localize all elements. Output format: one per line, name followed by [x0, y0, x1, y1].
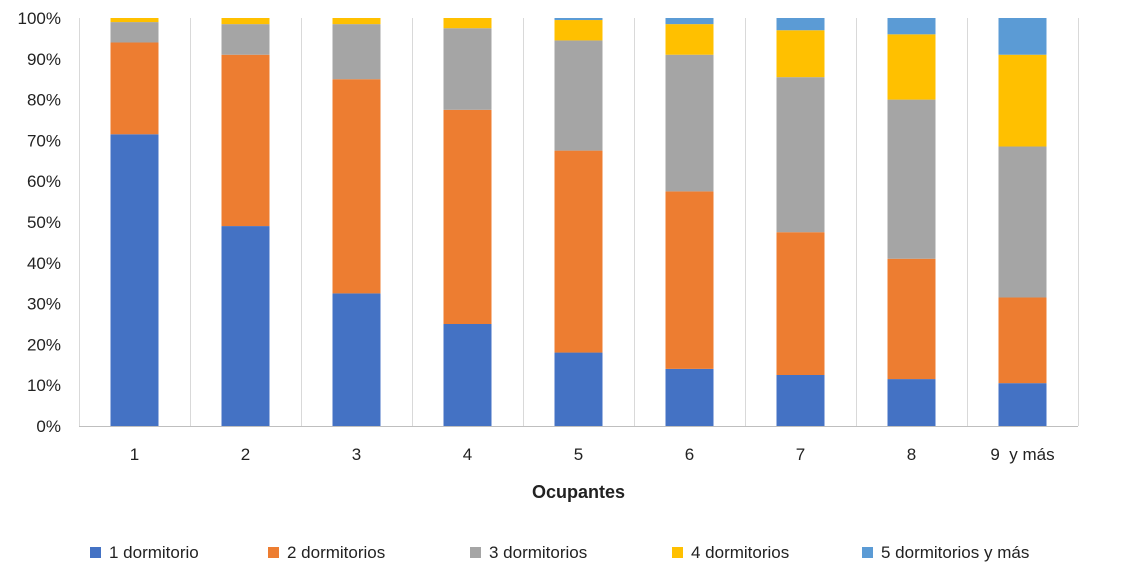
- bar-segment-5-cat-8: [888, 18, 936, 34]
- bar-segment-3-cat-8: [888, 100, 936, 259]
- bar-segment-3-cat-5: [555, 40, 603, 150]
- legend: 1 dormitorio 2 dormitorios 3 dormitorios 4 …: [90, 543, 1029, 562]
- legend-swatch: [672, 547, 683, 558]
- bar-segment-2-cat-3: [333, 79, 381, 293]
- legend-swatch: [470, 547, 481, 558]
- bar-segment-3-cat-3: [333, 24, 381, 79]
- bar-segment-3-cat-9: [999, 147, 1047, 298]
- bar-segment-4-cat-8: [888, 34, 936, 99]
- legend-label: 1 dormitorio: [109, 543, 199, 562]
- y-tick-label: 80%: [27, 91, 61, 110]
- bar-segment-3-cat-6: [666, 55, 714, 192]
- bar-segment-1-cat-6: [666, 369, 714, 426]
- bar-segment-4-cat-2: [222, 18, 270, 24]
- y-tick-label: 30%: [27, 295, 61, 314]
- x-tick-labels: 1 2 3 4 5 6 7 8 9 y más: [130, 445, 1055, 464]
- legend-item-3: 3 dormitorios: [470, 543, 587, 562]
- y-tick-label: 10%: [27, 376, 61, 395]
- legend-item-2: 2 dormitorios: [268, 543, 385, 562]
- legend-label: 3 dormitorios: [489, 543, 587, 562]
- y-tick-label: 0%: [36, 417, 61, 436]
- x-axis-title: Ocupantes: [532, 482, 625, 502]
- x-tick-label: 7: [796, 445, 805, 464]
- y-tick-label: 90%: [27, 50, 61, 69]
- y-tick-label: 50%: [27, 213, 61, 232]
- legend-item-4: 4 dormitorios: [672, 543, 789, 562]
- legend-label: 5 dormitorios y más: [881, 543, 1029, 562]
- y-tick-label: 60%: [27, 172, 61, 191]
- bar-segment-2-cat-5: [555, 151, 603, 353]
- bar-segment-1-cat-2: [222, 226, 270, 426]
- bar-segment-1-cat-8: [888, 379, 936, 426]
- legend-label: 4 dormitorios: [691, 543, 789, 562]
- bar-segment-2-cat-1: [111, 42, 159, 134]
- legend-swatch: [268, 547, 279, 558]
- bar-segment-4-cat-3: [333, 18, 381, 24]
- legend-swatch: [862, 547, 873, 558]
- bar-segment-3-cat-2: [222, 24, 270, 55]
- bar-segment-1-cat-9: [999, 383, 1047, 426]
- bar-segment-4-cat-6: [666, 24, 714, 55]
- bar-segment-2-cat-7: [777, 232, 825, 375]
- bar-segment-1-cat-5: [555, 353, 603, 426]
- bar-segment-1-cat-7: [777, 375, 825, 426]
- bar-segment-2-cat-8: [888, 259, 936, 379]
- bar-segment-5-cat-9: [999, 18, 1047, 55]
- bar-segment-3-cat-7: [777, 77, 825, 232]
- bars: [111, 18, 1047, 426]
- x-tick-label: 4: [463, 445, 472, 464]
- bar-segment-3-cat-4: [444, 28, 492, 110]
- bar-segment-3-cat-1: [111, 22, 159, 42]
- legend-item-1: 1 dormitorio: [90, 543, 199, 562]
- x-tick-label: 8: [907, 445, 916, 464]
- bar-segment-1-cat-1: [111, 134, 159, 426]
- bar-segment-2-cat-4: [444, 110, 492, 324]
- y-tick-labels: 0% 10% 20% 30% 40% 50% 60% 70% 80% 90% 100%: [18, 9, 61, 436]
- bar-segment-4-cat-7: [777, 30, 825, 77]
- legend-swatch: [90, 547, 101, 558]
- bar-segment-2-cat-9: [999, 297, 1047, 383]
- bar-segment-2-cat-6: [666, 191, 714, 368]
- bar-segment-1-cat-4: [444, 324, 492, 426]
- bar-segment-4-cat-4: [444, 18, 492, 28]
- y-tick-label: 40%: [27, 254, 61, 273]
- bar-segment-5-cat-6: [666, 18, 714, 24]
- x-tick-label: 3: [352, 445, 361, 464]
- bar-segment-4-cat-5: [555, 20, 603, 40]
- bar-segment-2-cat-2: [222, 55, 270, 226]
- y-tick-label: 20%: [27, 335, 61, 354]
- bar-segment-5-cat-7: [777, 18, 825, 30]
- y-tick-label: 70%: [27, 131, 61, 150]
- x-tick-label: 2: [241, 445, 250, 464]
- bar-segment-4-cat-9: [999, 55, 1047, 147]
- x-tick-label: 6: [685, 445, 694, 464]
- legend-item-5: 5 dormitorios y más: [862, 543, 1029, 562]
- bar-segment-5-cat-5: [555, 18, 603, 20]
- y-tick-label: 100%: [18, 9, 61, 28]
- x-tick-label: 1: [130, 445, 139, 464]
- x-tick-label: 9 y más: [990, 445, 1054, 464]
- bar-segment-4-cat-1: [111, 18, 159, 22]
- x-tick-label: 5: [574, 445, 583, 464]
- bar-segment-1-cat-3: [333, 293, 381, 426]
- legend-label: 2 dormitorios: [287, 543, 385, 562]
